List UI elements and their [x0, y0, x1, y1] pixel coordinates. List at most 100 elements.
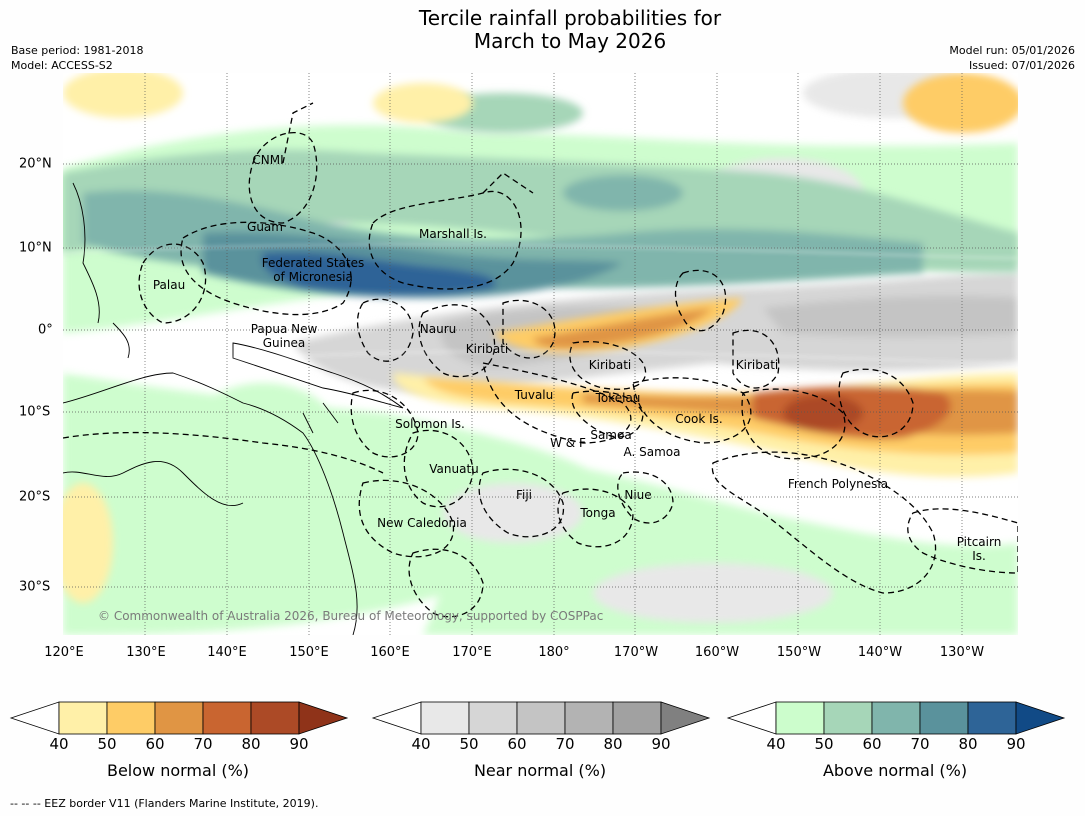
colorbar-canvas: [9, 701, 1066, 735]
y-tick-20s: 20°S: [19, 489, 51, 505]
below-colorbar-under: [9, 701, 60, 735]
above-colorbar-segment: [919, 701, 969, 735]
label-micronesia-line-2: of Micronesia: [273, 270, 353, 284]
label-png-line-2: Guinea: [262, 336, 306, 350]
x-tick-140e: 140°E: [207, 645, 247, 660]
near-colorbar-segment: [564, 701, 614, 735]
x-tick-170e: 170°E: [452, 645, 492, 660]
eez-footnote: -- -- -- EEZ border V11 (Flanders Marine…: [10, 797, 319, 810]
copyright-notice: © Commonwealth of Australia 2026, Bureau…: [98, 609, 604, 623]
x-tick-170w: 170°W: [613, 645, 659, 660]
near-colorbar: [371, 701, 711, 735]
label-tokelau: Tokelau: [595, 391, 641, 405]
label-fiji: Fiji: [515, 488, 533, 502]
x-tick-180: 180°: [538, 645, 570, 660]
label-wallis-futuna: W & F: [550, 436, 586, 450]
meta-left: Base period: 1981-2018 Model: ACCESS-S2: [11, 43, 143, 73]
below-colorbar-segment: [58, 701, 108, 735]
label-kiribati-central: Kiribati: [588, 358, 632, 372]
above-tick-60: 60: [862, 735, 882, 753]
title-line-2: March to May 2026: [473, 29, 667, 53]
y-tick-20n: 20°N: [19, 156, 52, 172]
above-colorbar-segment: [775, 701, 825, 735]
below-colorbar-segment: [202, 701, 252, 735]
above-colorbar-segment: [967, 701, 1017, 735]
chart-title: Tercile rainfall probabilities for March…: [0, 7, 1085, 53]
below-tick-90: 90: [289, 735, 309, 753]
label-cook-islands: Cook Is.: [675, 412, 723, 426]
base-period-text: Base period: 1981-2018: [11, 44, 144, 57]
below-tick-40: 40: [49, 735, 69, 753]
x-tick-140w: 140°W: [857, 645, 903, 660]
label-papua-new-guinea: Papua New Guinea: [251, 322, 318, 350]
label-vanuatu: Vanuatu: [429, 462, 479, 476]
near-tick-40: 40: [411, 735, 431, 753]
x-tick-120e: 120°E: [44, 645, 84, 660]
label-new-caledonia: New Caledonia: [377, 516, 467, 530]
label-micronesia: Federated States of Micronesia: [262, 256, 364, 284]
label-nauru: Nauru: [419, 322, 457, 336]
meta-right: Model run: 05/01/2026 Issued: 07/01/2026: [949, 43, 1075, 73]
label-tonga: Tonga: [580, 506, 616, 520]
above-tick-40: 40: [766, 735, 786, 753]
label-guam: Guam: [247, 220, 283, 234]
above-colorbar-under: [726, 701, 777, 735]
below-colorbar-segment: [154, 701, 204, 735]
above-colorbar-over: [1015, 701, 1066, 735]
label-pitcairn: Pitcairn Is.: [957, 535, 1002, 563]
label-french-polynesia: French Polynesia: [787, 477, 889, 491]
graticule: [63, 73, 1018, 635]
colorbars: [0, 695, 1085, 740]
near-tick-50: 50: [459, 735, 479, 753]
label-samoa: Samoa: [590, 428, 632, 442]
y-tick-0: 0°: [38, 322, 53, 338]
near-colorbar-over: [660, 701, 711, 735]
below-tick-50: 50: [97, 735, 117, 753]
above-tick-70: 70: [910, 735, 930, 753]
near-tick-80: 80: [603, 735, 623, 753]
coastlines: [63, 182, 404, 635]
model-run-text: Model run: 05/01/2026: [949, 44, 1075, 57]
above-colorbar: [726, 701, 1066, 735]
near-normal-title: Near normal (%): [473, 761, 607, 780]
above-tick-50: 50: [814, 735, 834, 753]
above-colorbar-segment: [823, 701, 873, 735]
label-american-samoa: A. Samoa: [623, 445, 681, 459]
label-pitcairn-line-2: Is.: [972, 549, 986, 563]
near-tick-60: 60: [507, 735, 527, 753]
below-colorbar-segment: [106, 701, 156, 735]
label-niue: Niue: [624, 488, 652, 502]
below-colorbar-segment: [250, 701, 300, 735]
issued-text: Issued: 07/01/2026: [968, 59, 1075, 72]
label-kiribati-west: Kiribati: [465, 342, 509, 356]
y-tick-10n: 10°N: [19, 240, 52, 256]
probability-map: CNMI Guam Marshall Is. Federated States …: [63, 73, 1018, 635]
below-colorbar-over: [298, 701, 349, 735]
label-marshall-islands: Marshall Is.: [419, 227, 487, 241]
x-tick-130e: 130°E: [126, 645, 166, 660]
near-colorbar-segment: [420, 701, 470, 735]
label-palau: Palau: [152, 278, 186, 292]
near-colorbar-under: [371, 701, 422, 735]
label-kiribati-east: Kiribati: [735, 358, 779, 372]
x-tick-150e: 150°E: [289, 645, 329, 660]
above-tick-90: 90: [1006, 735, 1026, 753]
below-tick-80: 80: [241, 735, 261, 753]
label-solomon-islands: Solomon Is.: [395, 417, 465, 431]
eez-boundaries: [63, 102, 1018, 618]
below-normal-band: [63, 73, 1018, 603]
near-colorbar-segment: [612, 701, 662, 735]
above-colorbar-segment: [871, 701, 921, 735]
x-tick-160e: 160°E: [370, 645, 410, 660]
model-text: Model: ACCESS-S2: [11, 59, 113, 72]
above-normal-band: [63, 93, 1018, 298]
above-tick-80: 80: [958, 735, 978, 753]
near-colorbar-segment: [468, 701, 518, 735]
label-cnmi: CNMI: [252, 153, 284, 167]
near-tick-70: 70: [555, 735, 575, 753]
near-colorbar-segment: [516, 701, 566, 735]
label-micronesia-line-1: Federated States: [261, 256, 365, 270]
near-tick-90: 90: [651, 735, 671, 753]
label-pitcairn-line-1: Pitcairn: [956, 535, 1002, 549]
title-line-1: Tercile rainfall probabilities for: [418, 6, 722, 30]
